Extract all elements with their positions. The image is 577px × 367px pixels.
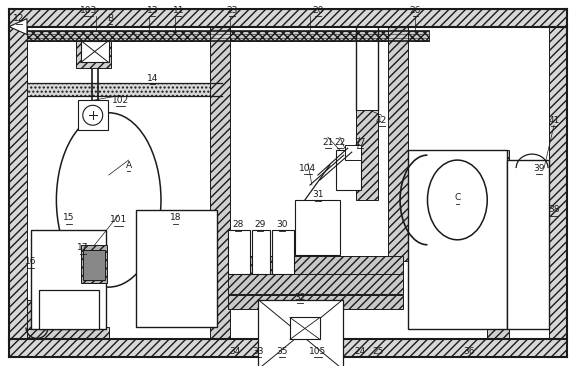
- Ellipse shape: [428, 160, 487, 240]
- Bar: [487, 150, 507, 250]
- Bar: [81, 245, 107, 283]
- Text: 20: 20: [312, 6, 324, 15]
- Text: 102: 102: [112, 96, 129, 105]
- Bar: [27, 327, 108, 339]
- Bar: [252, 230, 270, 274]
- Text: 42: 42: [376, 116, 387, 125]
- Text: 35: 35: [276, 347, 288, 356]
- Text: 39: 39: [533, 164, 545, 172]
- Bar: [336, 150, 361, 190]
- Text: 25: 25: [372, 347, 383, 356]
- Bar: [228, 295, 403, 309]
- Text: 33: 33: [252, 347, 264, 356]
- Text: 15: 15: [63, 213, 74, 222]
- Bar: [290, 317, 320, 339]
- Text: 23: 23: [227, 6, 238, 15]
- Bar: [228, 274, 403, 294]
- Text: 14: 14: [147, 74, 158, 83]
- Bar: [83, 250, 104, 280]
- Text: 34: 34: [230, 347, 241, 356]
- Bar: [549, 26, 567, 339]
- Bar: [532, 168, 546, 238]
- Bar: [345, 145, 361, 160]
- Text: 13: 13: [147, 6, 158, 15]
- Text: 105: 105: [309, 347, 327, 356]
- Text: 18: 18: [170, 213, 181, 222]
- Text: B: B: [108, 14, 114, 23]
- Text: 29: 29: [254, 220, 266, 229]
- Bar: [9, 9, 567, 26]
- Bar: [27, 299, 47, 330]
- Text: 17: 17: [77, 243, 88, 252]
- Bar: [27, 30, 429, 40]
- Bar: [9, 26, 27, 339]
- Bar: [487, 150, 509, 339]
- Text: 22: 22: [334, 138, 346, 147]
- Text: 103: 103: [80, 6, 98, 15]
- Text: 12: 12: [13, 14, 25, 23]
- Bar: [228, 256, 403, 274]
- Text: 31: 31: [312, 190, 324, 199]
- Bar: [9, 339, 567, 357]
- Bar: [31, 230, 106, 330]
- Polygon shape: [9, 19, 27, 34]
- Bar: [295, 200, 340, 255]
- Bar: [78, 100, 108, 130]
- Bar: [81, 40, 108, 62]
- Bar: [272, 230, 294, 274]
- Bar: [210, 26, 230, 339]
- Bar: [27, 83, 222, 96]
- Text: 36: 36: [463, 347, 475, 356]
- Text: 101: 101: [110, 215, 128, 224]
- Text: 32: 32: [294, 293, 306, 302]
- Text: 38: 38: [548, 206, 560, 214]
- Bar: [76, 40, 111, 68]
- Text: 24: 24: [354, 347, 365, 356]
- Bar: [407, 150, 507, 330]
- Text: 104: 104: [299, 164, 317, 172]
- Text: 26: 26: [410, 6, 421, 15]
- Text: 41: 41: [548, 116, 560, 125]
- Bar: [407, 150, 428, 250]
- Bar: [136, 210, 218, 327]
- Text: 11: 11: [173, 6, 184, 15]
- Bar: [511, 168, 525, 238]
- Text: 16: 16: [25, 257, 37, 266]
- Text: 28: 28: [233, 220, 244, 229]
- Bar: [228, 230, 250, 274]
- Bar: [356, 110, 378, 200]
- Bar: [258, 299, 343, 367]
- Text: A: A: [126, 161, 132, 170]
- Bar: [507, 160, 549, 330]
- Text: 21: 21: [322, 138, 334, 147]
- Circle shape: [83, 105, 103, 125]
- Text: C: C: [454, 193, 460, 203]
- Text: 30: 30: [276, 220, 288, 229]
- Bar: [39, 290, 99, 330]
- Ellipse shape: [57, 113, 161, 287]
- Bar: [388, 26, 407, 261]
- Text: 27: 27: [354, 138, 365, 147]
